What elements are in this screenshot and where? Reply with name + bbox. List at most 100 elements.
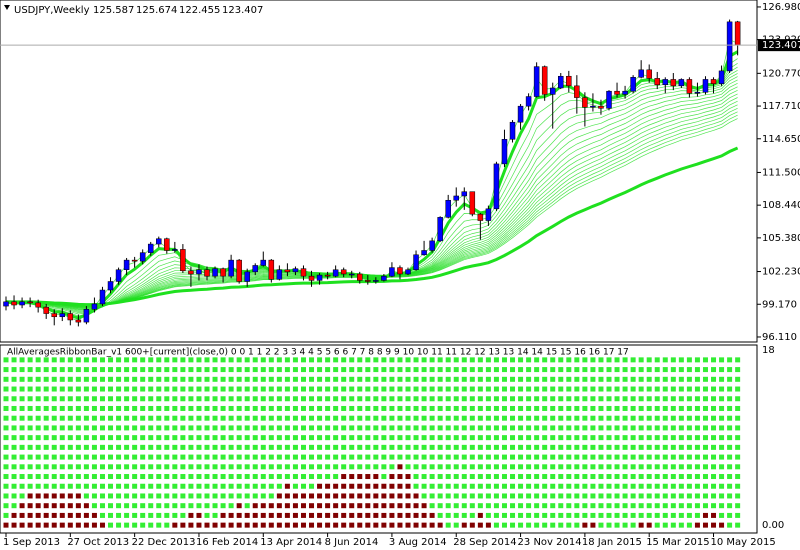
candle-body: [115, 269, 122, 282]
ribbon-cell: [526, 405, 532, 411]
ribbon-cell: [116, 425, 122, 431]
ribbon-cell: [11, 512, 17, 518]
ribbon-cell: [11, 464, 17, 470]
ribbon-cell: [164, 386, 170, 392]
ribbon-cell: [606, 493, 612, 499]
ribbon-cell: [196, 396, 202, 402]
ribbon-cell: [405, 493, 411, 499]
ribbon-cell: [180, 435, 186, 441]
ribbon-cell: [99, 367, 105, 373]
ribbon-cell: [461, 493, 467, 499]
ribbon-cell: [357, 376, 363, 382]
ribbon-cell: [614, 522, 620, 528]
ribbon-cell: [493, 415, 499, 421]
ribbon-cell: [638, 503, 644, 509]
ribbon-cell: [91, 376, 97, 382]
ribbon-cell: [630, 435, 636, 441]
ribbon-cell: [558, 493, 564, 499]
ribbon-cell: [236, 367, 242, 373]
ribbon-cell: [164, 464, 170, 470]
ribbon-cell: [164, 444, 170, 450]
ribbon-cell: [196, 425, 202, 431]
ribbon-cell: [485, 367, 491, 373]
ribbon-cell: [453, 415, 459, 421]
ribbon-cell: [124, 415, 130, 421]
ribbon-cell: [630, 474, 636, 480]
ribbon-cell: [3, 415, 9, 421]
ribbon-cell: [236, 444, 242, 450]
ribbon-cell: [292, 483, 298, 489]
ribbon-cell: [309, 454, 315, 460]
ribbon-cell: [493, 435, 499, 441]
ribbon-cell: [292, 376, 298, 382]
ribbon-cell: [309, 396, 315, 402]
ribbon-cell: [300, 522, 306, 528]
ribbon-cell: [373, 367, 379, 373]
ribbon-cell: [349, 435, 355, 441]
ribbon-cell: [421, 435, 427, 441]
ribbon-cell: [405, 483, 411, 489]
ribbon-cell: [51, 396, 57, 402]
x-tick-label: 15 Mar 2015: [646, 537, 709, 548]
ribbon-cell: [204, 522, 210, 528]
ribbon-cell: [373, 425, 379, 431]
ribbon-cell: [260, 425, 266, 431]
candle-body: [156, 238, 162, 245]
ribbon-cell: [132, 396, 138, 402]
ribbon-cell: [156, 444, 162, 450]
ribbon-cell: [172, 444, 178, 450]
ribbon-cell: [180, 376, 186, 382]
ribbon-cell: [188, 464, 194, 470]
ribbon-cell: [116, 503, 122, 509]
ribbon-cell: [469, 425, 475, 431]
ribbon-cell: [542, 522, 548, 528]
ribbon-cell: [373, 493, 379, 499]
ribbon-cell: [582, 444, 588, 450]
ribbon-cell: [501, 425, 507, 431]
ribbon-cell: [719, 357, 725, 363]
ribbon-cell: [325, 425, 331, 431]
ribbon-cell: [381, 493, 387, 499]
ribbon-cell: [638, 376, 644, 382]
ribbon-cell: [75, 522, 81, 528]
ribbon-cell: [148, 454, 154, 460]
ribbon-cell: [662, 454, 668, 460]
ribbon-cell: [317, 425, 323, 431]
ribbon-cell: [662, 464, 668, 470]
ribbon-cell: [646, 503, 652, 509]
ribbon-cell: [421, 396, 427, 402]
ribbon-cell: [461, 464, 467, 470]
ribbon-cell: [694, 405, 700, 411]
ribbon-cell: [99, 464, 105, 470]
ribbon-cell: [357, 396, 363, 402]
ribbon-cell: [429, 493, 435, 499]
ribbon-cell: [75, 454, 81, 460]
candle-body: [461, 191, 468, 197]
ribbon-cell: [405, 522, 411, 528]
ribbon-cell: [244, 444, 250, 450]
ribbon-cell: [300, 435, 306, 441]
ribbon-cell: [172, 435, 178, 441]
ribbon-cell: [292, 425, 298, 431]
ribbon-cell: [477, 405, 483, 411]
ribbon-cell: [445, 367, 451, 373]
ribbon-cell: [477, 376, 483, 382]
ribbon-cell: [236, 435, 242, 441]
ribbon-cell: [51, 483, 57, 489]
ribbon-cell: [429, 454, 435, 460]
ribbon-cell: [405, 405, 411, 411]
ribbon-cell: [27, 474, 33, 480]
ribbon-cell: [349, 512, 355, 518]
ribbon-cell: [630, 483, 636, 489]
ribbon-cell: [309, 435, 315, 441]
ribbon-cell: [132, 503, 138, 509]
ribbon-cell: [317, 493, 323, 499]
ribbon-cell: [518, 425, 524, 431]
ribbon-cell: [622, 512, 628, 518]
ribbon-cell: [678, 405, 684, 411]
candle-body: [453, 195, 459, 201]
ribbon-cell: [381, 386, 387, 392]
ribbon-cell: [292, 405, 298, 411]
ribbon-cell: [413, 503, 419, 509]
ribbon-cell: [3, 522, 9, 528]
